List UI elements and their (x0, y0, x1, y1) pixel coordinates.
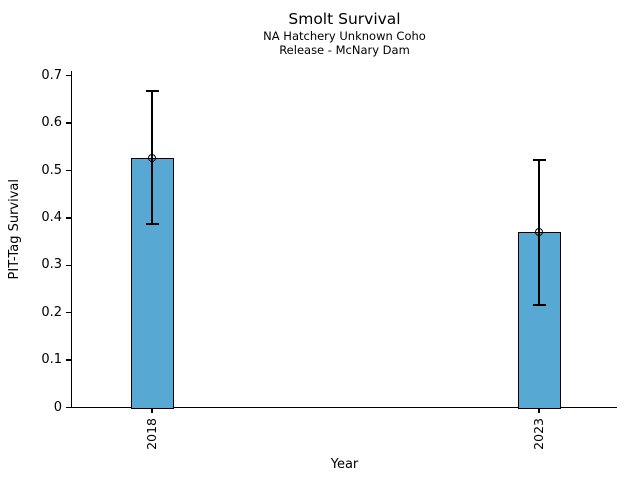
y-tick (65, 169, 72, 172)
y-tick (65, 406, 72, 409)
mean-marker-2023 (534, 227, 544, 237)
error-bar-cap-top-2023 (532, 159, 546, 161)
y-tick-label: 0.5 (41, 162, 62, 178)
y-tick-label: 0.6 (41, 115, 62, 131)
x-axis-label: Year (330, 457, 359, 472)
y-axis-line (70, 71, 73, 408)
y-tick (65, 217, 72, 219)
y-tick (65, 75, 72, 77)
x-tick (151, 408, 153, 413)
y-tick-label: 0.7 (41, 67, 62, 83)
x-tick-label-2023: 2023 (531, 417, 546, 450)
y-tick-label: 0 (53, 399, 62, 415)
y-tick (65, 359, 72, 361)
x-axis-line (70, 406, 618, 409)
x-tick-label-2018: 2018 (144, 417, 159, 450)
y-tick-label: 0.1 (41, 352, 62, 368)
error-bar-cap-bottom-2023 (532, 304, 546, 306)
y-tick (65, 122, 72, 124)
y-tick-label: 0.2 (41, 304, 62, 320)
chart-subtitle-line2: Release - McNary Dam (279, 43, 410, 57)
y-tick-label: 0.4 (41, 209, 62, 225)
chart-subtitle-line1: NA Hatchery Unknown Coho (263, 29, 426, 43)
mean-marker-2018 (147, 153, 157, 162)
x-tick (538, 408, 540, 413)
y-tick-label: 0.3 (41, 257, 62, 273)
chart-title: Smolt Survival (288, 10, 401, 28)
error-bar-cap-bottom-2018 (145, 223, 159, 225)
y-tick (65, 264, 72, 266)
y-tick (65, 312, 72, 314)
error-bar-cap-top-2018 (145, 90, 159, 92)
